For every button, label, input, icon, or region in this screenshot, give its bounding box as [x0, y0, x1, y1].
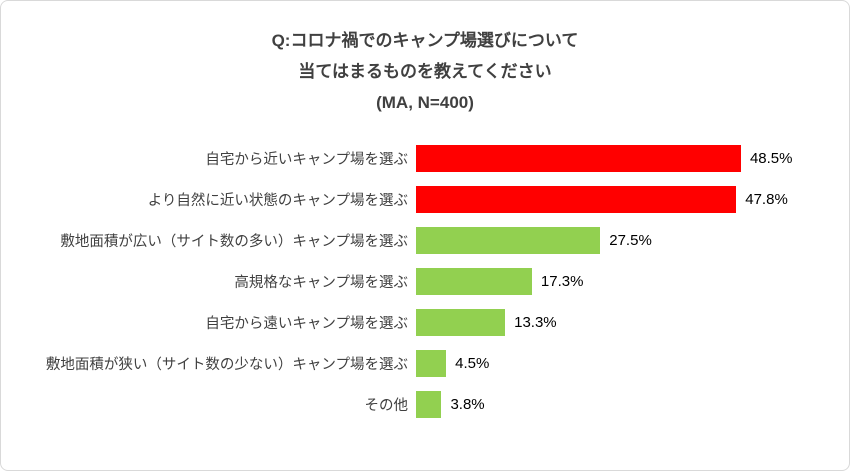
- value-label: 17.3%: [540, 273, 584, 290]
- chart-row: その他 3.8%: [1, 384, 849, 425]
- chart-row: 高規格なキャンプ場を選ぶ 17.3%: [1, 261, 849, 302]
- chart-title-line-1: Q:コロナ禍でのキャンプ場選びについて: [271, 31, 579, 50]
- bar: [416, 186, 737, 213]
- category-label: より自然に近い状態のキャンプ場を選ぶ: [147, 193, 408, 209]
- chart-title-line-3: (MA, N=400): [376, 93, 474, 112]
- bar: [416, 145, 741, 172]
- chart-row: 敷地面積が広い（サイト数の多い）キャンプ場を選ぶ 27.5%: [1, 220, 849, 261]
- value-label: 13.3%: [514, 314, 557, 331]
- bar: [416, 391, 442, 418]
- value-label: 48.5%: [749, 150, 793, 167]
- value-label: 47.8%: [745, 191, 788, 208]
- chart-row: 自宅から近いキャンプ場を選ぶ 48.5%: [1, 138, 849, 179]
- bar: [416, 350, 447, 377]
- category-label: 敷地面積が狭い（サイト数の少ない）キャンプ場を選ぶ: [45, 357, 408, 373]
- chart-row: 敷地面積が狭い（サイト数の少ない）キャンプ場を選ぶ 4.5%: [1, 343, 849, 384]
- category-label: 自宅から近いキャンプ場を選ぶ: [205, 152, 408, 168]
- value-label: 3.8%: [450, 396, 485, 413]
- chart-row: より自然に近い状態のキャンプ場を選ぶ 47.8%: [1, 179, 849, 220]
- chart-title: Q:コロナ禍でのキャンプ場選びについて 当てはまるものを教えてください (MA,…: [1, 1, 849, 118]
- value-label: 4.5%: [455, 355, 490, 372]
- category-label: 高規格なキャンプ場を選ぶ: [234, 275, 408, 291]
- bar: [416, 268, 532, 295]
- bar-chart: 自宅から近いキャンプ場を選ぶ 48.5% より自然に近い状態のキャンプ場を選ぶ 47.…: [1, 138, 849, 425]
- category-label: 敷地面積が広い（サイト数の多い）キャンプ場を選ぶ: [60, 234, 408, 250]
- chart-title-line-2: 当てはまるものを教えてください: [298, 62, 552, 81]
- value-label: 27.5%: [609, 232, 652, 249]
- bar: [416, 227, 601, 254]
- chart-row: 自宅から遠いキャンプ場を選ぶ 13.3%: [1, 302, 849, 343]
- category-label: 自宅から遠いキャンプ場を選ぶ: [205, 316, 408, 332]
- category-label: その他: [364, 398, 409, 414]
- bar: [416, 309, 506, 336]
